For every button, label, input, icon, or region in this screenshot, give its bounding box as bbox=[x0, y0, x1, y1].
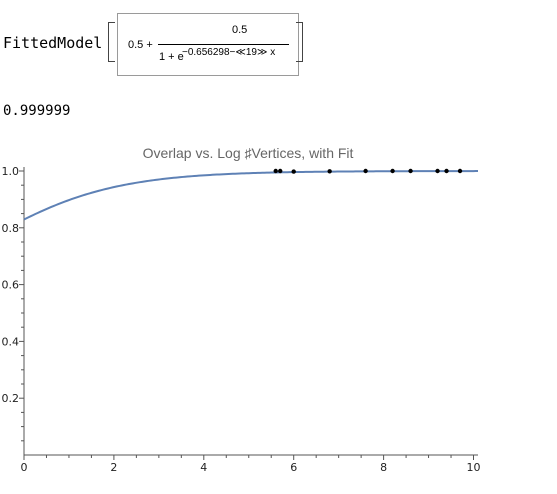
data-point bbox=[457, 168, 463, 174]
fraction-bar bbox=[158, 44, 289, 45]
formula-constant: 0.5 + bbox=[128, 39, 153, 51]
y-tick-label: 0.4 bbox=[2, 335, 20, 348]
right-bracket bbox=[296, 22, 303, 62]
data-point bbox=[273, 168, 278, 174]
fitted-model-head: FittedModel bbox=[3, 34, 103, 52]
formula-exponent: −0.656298−≪19≫ x bbox=[182, 47, 276, 58]
formula-numerator: 0.5 bbox=[232, 24, 248, 36]
x-tick-label: 10 bbox=[467, 461, 481, 474]
data-points bbox=[273, 168, 463, 174]
x-tick-label: 0 bbox=[21, 461, 28, 474]
data-point bbox=[278, 168, 283, 174]
x-tick-label: 6 bbox=[290, 461, 297, 474]
chart-axes: 0 2 4 6 8 10 0.2 0.4 0.6 0.8 1.0 bbox=[2, 165, 481, 474]
fit-curve bbox=[23, 170, 478, 221]
x-tick-label: 2 bbox=[110, 461, 117, 474]
data-point bbox=[390, 168, 395, 174]
y-tick-label: 1.0 bbox=[2, 165, 20, 178]
y-tick-label: 0.8 bbox=[2, 222, 20, 235]
data-point bbox=[408, 168, 413, 174]
fitted-model-formula[interactable]: 0.5 + 0.5 1 + e −0.656298−≪19≫ x bbox=[117, 13, 299, 76]
left-bracket bbox=[108, 22, 115, 62]
data-point bbox=[363, 168, 368, 174]
y-tick-label: 0.6 bbox=[2, 279, 20, 292]
x-tick-label: 4 bbox=[200, 461, 207, 474]
data-point bbox=[435, 168, 440, 174]
y-tick-label: 0.2 bbox=[2, 392, 20, 405]
data-point bbox=[327, 169, 332, 174]
r-squared-output: 0.999999 bbox=[3, 103, 71, 119]
chart-title: Overlap vs. Log ♯Vertices, with Fit bbox=[143, 145, 354, 161]
data-point bbox=[444, 168, 449, 174]
data-point bbox=[291, 169, 296, 174]
formula-denominator: 1 + e bbox=[159, 51, 184, 63]
x-tick-label: 8 bbox=[380, 461, 387, 474]
